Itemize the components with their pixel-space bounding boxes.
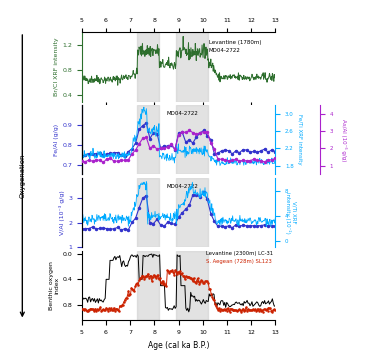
- Y-axis label: Br/Cl XRF intensity: Br/Cl XRF intensity: [54, 37, 60, 96]
- Text: Levantine (1780m): Levantine (1780m): [209, 40, 261, 44]
- Bar: [176, 32, 208, 101]
- Y-axis label: Benthic oxygen
index: Benthic oxygen index: [49, 261, 60, 310]
- Text: Oxygenation: Oxygenation: [19, 154, 25, 199]
- Text: Levantine (2300m) LC-31: Levantine (2300m) LC-31: [206, 251, 273, 256]
- Bar: [138, 178, 159, 247]
- Y-axis label: V/Ti XRF
intensity (10⁻²): V/Ti XRF intensity (10⁻²): [285, 192, 297, 234]
- Text: MD04-2722: MD04-2722: [167, 184, 198, 189]
- Bar: [138, 32, 159, 101]
- Y-axis label: V/Al (10⁻³ g/g): V/Al (10⁻³ g/g): [60, 190, 65, 235]
- Bar: [176, 105, 208, 174]
- Y-axis label: As/Al (10⁻⁶ g/g): As/Al (10⁻⁶ g/g): [341, 119, 347, 161]
- Text: MD04-2722: MD04-2722: [209, 48, 241, 53]
- X-axis label: Age (cal ka B.P.): Age (cal ka B.P.): [148, 341, 209, 350]
- Y-axis label: Fe/Al (g/g): Fe/Al (g/g): [54, 124, 60, 156]
- Bar: [138, 251, 159, 320]
- Bar: [138, 105, 159, 174]
- Text: S. Aegean (728m) SL123: S. Aegean (728m) SL123: [206, 258, 272, 263]
- Bar: [176, 178, 208, 247]
- Text: MD04-2722: MD04-2722: [167, 111, 198, 116]
- Bar: [176, 251, 208, 320]
- Y-axis label: Fe/Ti XRF intensity: Fe/Ti XRF intensity: [297, 114, 302, 165]
